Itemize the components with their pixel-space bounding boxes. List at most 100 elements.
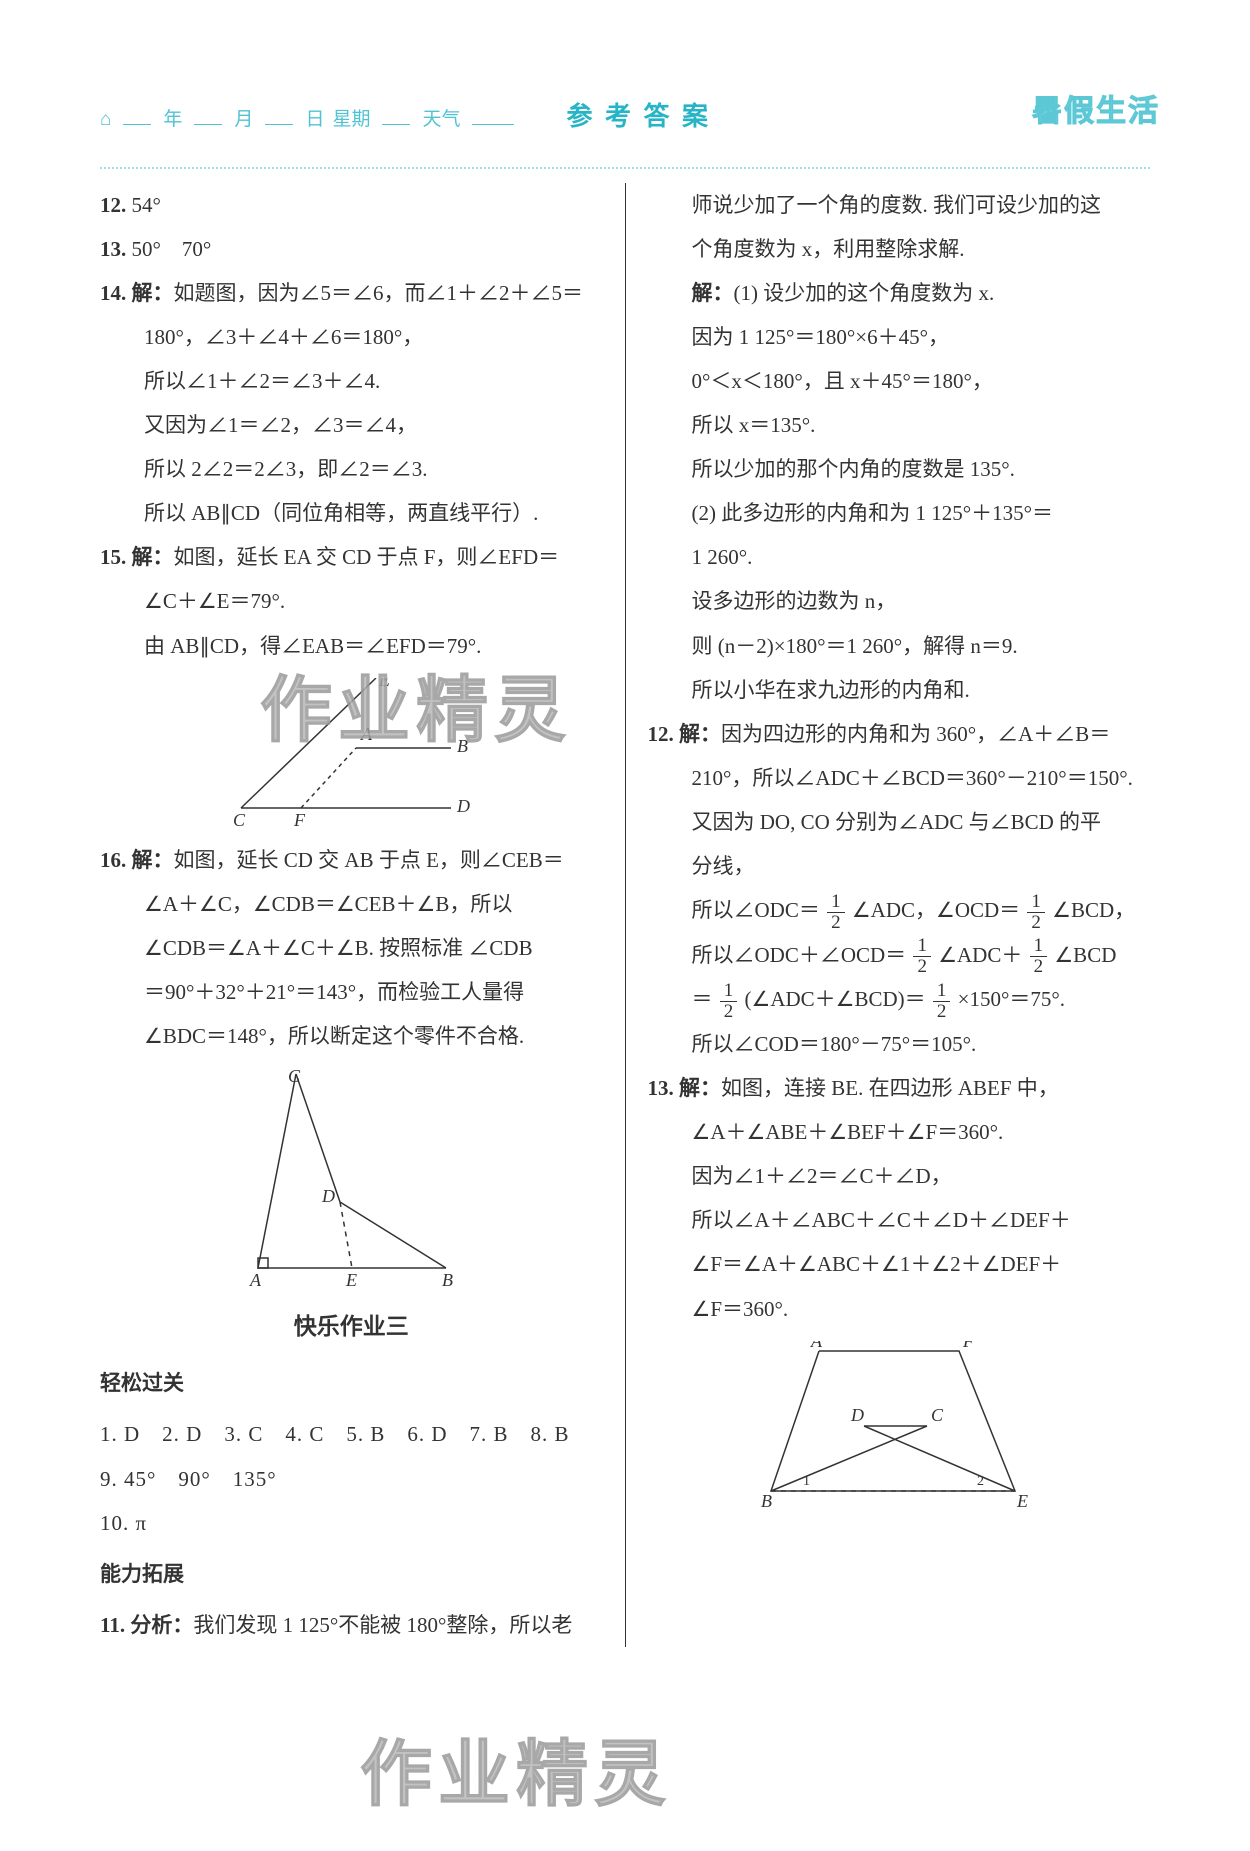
q12-num: 12. xyxy=(100,193,126,217)
q12: 12. 54° xyxy=(100,183,603,227)
lbl-F: F xyxy=(293,810,306,828)
frac-half-4: 12 xyxy=(1030,936,1048,977)
lbl-A2: A xyxy=(249,1270,262,1288)
q15-b: ∠C＋∠E＝79°. xyxy=(100,579,603,623)
diagram-q15: E A B C F D xyxy=(221,678,481,828)
r13-a: 如图，连接 BE. 在四边形 ABEF 中， xyxy=(721,1076,1059,1100)
lbl-E: E xyxy=(378,678,390,690)
r12-b: 210°，所以∠ADC＋∠BCD＝360°－210°＝150°. xyxy=(648,756,1151,800)
r12-h: 所以∠COD＝180°－75°＝105°. xyxy=(648,1022,1151,1066)
q13-num: 13. xyxy=(100,237,126,261)
r12-f-end: ∠BCD xyxy=(1054,943,1116,967)
lbl-A3: A xyxy=(810,1341,823,1351)
frac-half-6: 12 xyxy=(933,981,951,1022)
r13-line-a: 13. 解：如图，连接 BE. 在四边形 ABEF 中， xyxy=(648,1066,1151,1110)
r11-e: 0°＜x＜180°，且 x＋45°＝180°， xyxy=(648,359,1151,403)
lbl-C3: C xyxy=(931,1405,944,1425)
q14-e: 所以 2∠2＝2∠3，即∠2＝∠3. xyxy=(100,447,603,491)
lbl-B2: B xyxy=(442,1270,453,1288)
r12-e-mid: ∠ADC，∠OCD＝ xyxy=(852,898,1020,922)
r11-b: 个角度数为 x，利用整除求解. xyxy=(648,227,1151,271)
lbl-D2: D xyxy=(321,1186,335,1206)
dotted-separator xyxy=(100,167,1150,169)
r11-c-body: (1) 设少加的这个角度数为 x. xyxy=(734,281,995,305)
r12-a: 因为四边形的内角和为 360°，∠A＋∠B＝ xyxy=(721,722,1110,746)
r13-num: 13. 解： xyxy=(648,1076,722,1100)
section-title-3: 快乐作业三 xyxy=(100,1302,603,1350)
r12-g: ＝ 12 (∠ADC＋∠BCD)＝ 12 ×150°＝75°. xyxy=(648,977,1151,1022)
r13-c: 因为∠1＋∠2＝∠C＋∠D， xyxy=(648,1154,1151,1198)
q16-a: 如图，延长 CD 交 AB 于点 E，则∠CEB＝ xyxy=(174,848,564,872)
frac-half-5: 12 xyxy=(720,981,738,1022)
r12-line-a: 12. 解：因为四边形的内角和为 360°，∠A＋∠B＝ xyxy=(648,712,1151,756)
r11-l: 所以小华在求九边形的内角和. xyxy=(648,668,1151,712)
r11-i: 1 260°. xyxy=(648,535,1151,579)
lbl-E3: E xyxy=(1016,1491,1028,1511)
r12-f: 所以∠ODC＋∠OCD＝ 12 ∠ADC＋ 12 ∠BCD xyxy=(648,933,1151,978)
r11-g: 所以少加的那个内角的度数是 135°. xyxy=(648,447,1151,491)
lbl-B3: B xyxy=(761,1491,772,1511)
lbl-B: B xyxy=(457,736,468,756)
r11-k: 则 (n－2)×180°＝1 260°，解得 n＝9. xyxy=(648,624,1151,668)
q15-num: 15. 解： xyxy=(100,545,174,569)
q14-a: 如题图，因为∠5＝∠6，而∠1＋∠2＋∠5＝ xyxy=(174,281,584,305)
diagram-r13: A F D C B E 1 2 xyxy=(759,1341,1039,1511)
r13-b: ∠A＋∠ABE＋∠BEF＋∠F＝360°. xyxy=(648,1110,1151,1154)
r11-c: 解：(1) 设少加的这个角度数为 x. xyxy=(648,271,1151,315)
q11-a: 我们发现 1 125°不能被 180°整除，所以老 xyxy=(193,1613,572,1637)
r11-c-pre: 解： xyxy=(692,281,734,305)
house-icon: ⌂ xyxy=(100,100,111,140)
mcq-row9: 9. 45° 90° 135° xyxy=(100,1457,603,1501)
adv-title: 能力拓展 xyxy=(100,1553,603,1597)
q13: 13. 50° 70° xyxy=(100,227,603,271)
q11-num: 11. 分析： xyxy=(100,1613,193,1637)
easy-title: 轻松过关 xyxy=(100,1362,603,1406)
r12-g-end: ×150°＝75°. xyxy=(958,987,1065,1011)
frac-half-2: 12 xyxy=(1027,892,1045,933)
r12-e-pre: 所以∠ODC＝ xyxy=(692,898,820,922)
q14-c: 所以∠1＋∠2＝∠3＋∠4. xyxy=(100,359,603,403)
q16-e: ∠BDC＝148°，所以断定这个零件不合格. xyxy=(100,1014,603,1058)
r11-f: 所以 x＝135°. xyxy=(648,403,1151,447)
r11-h: (2) 此多边形的内角和为 1 125°＋135°＝ xyxy=(648,491,1151,535)
r13-d: 所以∠A＋∠ABC＋∠C＋∠D＋∠DEF＋ xyxy=(648,1198,1151,1242)
header-year: 年 xyxy=(163,100,182,140)
q16-num: 16. 解： xyxy=(100,848,174,872)
q14-b: 180°，∠3＋∠4＋∠6＝180°， xyxy=(100,315,603,359)
lbl-C2: C xyxy=(288,1068,301,1086)
r12-num: 12. 解： xyxy=(648,722,722,746)
right-column: 师说少加了一个角的度数. 我们可设少加的这 个角度数为 x，利用整除求解. 解：… xyxy=(626,183,1151,1647)
r11-a: 师说少加了一个角的度数. 我们可设少加的这 xyxy=(648,183,1151,227)
lbl-D3: D xyxy=(850,1405,864,1425)
q15-c: 由 AB∥CD，得∠EAB＝∠EFD＝79°. xyxy=(100,624,603,668)
q15-line-a: 15. 解：如图，延长 EA 交 CD 于点 F，则∠EFD＝ xyxy=(100,535,603,579)
r12-d: 分线， xyxy=(648,844,1151,888)
r11-j: 设多边形的边数为 n， xyxy=(648,579,1151,623)
lbl-D: D xyxy=(456,796,470,816)
header-weather: 天气 xyxy=(422,100,460,140)
lbl-n2: 2 xyxy=(977,1474,984,1489)
q12-text: 54° xyxy=(132,193,161,217)
q16-d: ＝90°＋32°＋21°＝143°，而检验工人量得 xyxy=(100,970,603,1014)
frac-half-1: 12 xyxy=(827,892,845,933)
q14-d: 又因为∠1＝∠2，∠3＝∠4， xyxy=(100,403,603,447)
r12-g-pre: ＝ xyxy=(692,987,713,1011)
banner-text: 暑假生活 xyxy=(1032,80,1160,143)
header-day: 日 xyxy=(305,100,324,140)
q14-f: 所以 AB∥CD（同位角相等，两直线平行）. xyxy=(100,491,603,535)
r12-c: 又因为 DO, CO 分别为∠ADC 与∠BCD 的平 xyxy=(648,800,1151,844)
q16-c: ∠CDB＝∠A＋∠C＋∠B. 按照标准 ∠CDB xyxy=(100,926,603,970)
q14-num: 14. 解： xyxy=(100,281,174,305)
frac-half-3: 12 xyxy=(913,936,931,977)
r12-f-pre: 所以∠ODC＋∠OCD＝ xyxy=(692,943,907,967)
diagram-q16: C D A E B xyxy=(236,1068,466,1288)
r12-f-mid: ∠ADC＋ xyxy=(938,943,1022,967)
lbl-n1: 1 xyxy=(803,1474,810,1489)
lbl-E2: E xyxy=(345,1270,357,1288)
header-weekday: 星期 xyxy=(332,100,370,140)
q13-text: 50° 70° xyxy=(132,237,212,261)
q14-line-a: 14. 解：如题图，因为∠5＝∠6，而∠1＋∠2＋∠5＝ xyxy=(100,271,603,315)
lbl-A: A xyxy=(360,724,373,744)
q16-line-a: 16. 解：如图，延长 CD 交 AB 于点 E，则∠CEB＝ xyxy=(100,838,603,882)
lbl-F3: F xyxy=(962,1341,975,1351)
